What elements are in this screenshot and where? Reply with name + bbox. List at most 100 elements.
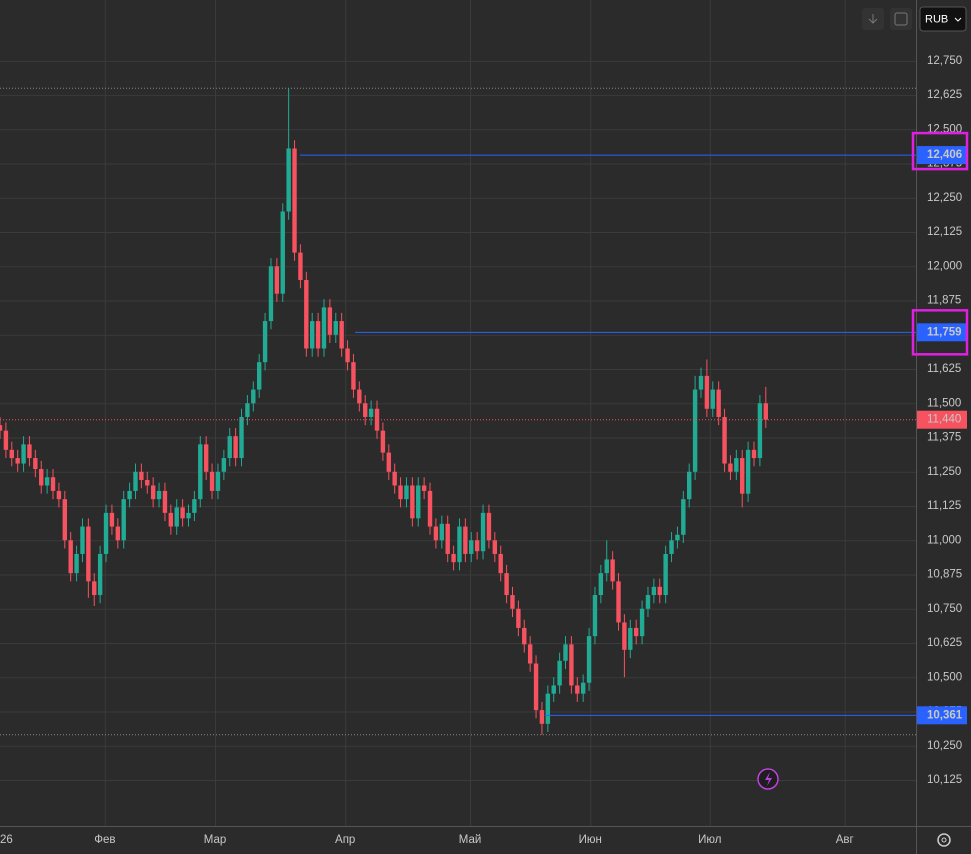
candle-body — [321, 307, 327, 349]
x-tick-label: Апр — [335, 834, 355, 846]
candle-body — [304, 279, 309, 349]
candle-body — [357, 389, 362, 404]
icon — [894, 12, 908, 26]
candle-body — [451, 553, 456, 563]
candle-body — [56, 490, 62, 500]
candle-body — [692, 389, 698, 472]
candle-body — [109, 512, 115, 527]
candle-body — [398, 485, 403, 500]
candle-body — [39, 469, 44, 486]
candle-body — [50, 477, 56, 491]
candle-body — [510, 595, 515, 609]
candle-body — [9, 449, 14, 459]
candle-body — [704, 375, 710, 409]
y-tick-label: 10,750 — [927, 603, 962, 615]
candle-body — [551, 685, 556, 694]
candle-body — [115, 526, 121, 541]
candle-body — [628, 627, 633, 650]
candle-body — [121, 499, 126, 541]
plot — [0, 88, 916, 735]
candle-body — [586, 636, 592, 683]
icon — [765, 772, 772, 786]
price-line-label: 10,361 — [927, 709, 963, 721]
candle-body — [716, 389, 721, 417]
candle-body — [728, 463, 733, 472]
candle-body — [751, 449, 757, 459]
candle-body — [533, 663, 539, 711]
candle-body — [156, 490, 162, 500]
candle-body — [139, 471, 144, 480]
highlight-box — [911, 131, 969, 171]
candle-body — [3, 430, 9, 450]
candle-body — [215, 471, 221, 491]
candle-body — [492, 540, 498, 554]
candle-body — [186, 512, 191, 519]
candle-body — [416, 485, 421, 519]
candle-body — [21, 444, 26, 464]
x-tick-label: Авг — [836, 834, 854, 846]
candle-body — [504, 573, 509, 596]
price-line-box — [917, 706, 967, 725]
y-tick-label: 12,625 — [927, 89, 962, 101]
axis-labels: 10,12510,25010,37510,50010,62510,75010,8… — [0, 55, 969, 846]
candle-body — [710, 389, 715, 409]
candle-body — [386, 452, 391, 472]
candle-body — [474, 540, 480, 552]
candle-body — [280, 211, 285, 294]
candle-body — [404, 485, 409, 500]
candle-body — [480, 512, 486, 552]
candle-body — [62, 499, 67, 541]
y-tick-label: 11,125 — [927, 500, 961, 512]
candle-body — [127, 490, 132, 500]
candle-body — [209, 471, 215, 491]
price-line-label: 12,406 — [927, 149, 962, 161]
y-tick-label: 12,000 — [927, 260, 962, 272]
candle-body — [103, 512, 109, 554]
candle-body — [498, 553, 503, 574]
candle-body — [251, 389, 256, 404]
candle-body — [33, 458, 38, 470]
candle-body — [539, 710, 545, 724]
currency-label: RUB — [925, 13, 948, 25]
candle-body — [580, 682, 586, 694]
candle-body — [339, 321, 344, 349]
candle-body — [345, 348, 350, 363]
icon — [868, 14, 878, 24]
y-tick-label: 11,875 — [927, 295, 961, 307]
y-tick-label: 10,250 — [927, 740, 962, 752]
candle-body — [463, 526, 468, 554]
candle-body — [722, 416, 727, 464]
candle-body — [439, 523, 445, 541]
candle-body — [675, 534, 680, 541]
candle-body — [68, 540, 73, 574]
candle-body — [486, 512, 492, 541]
x-tick-label: Июл — [698, 834, 721, 846]
lightning-button[interactable] — [757, 768, 779, 790]
candle-body — [80, 526, 85, 554]
candle-body — [740, 458, 745, 494]
currency-select[interactable] — [919, 6, 967, 32]
candle-body — [445, 523, 450, 554]
settings-button[interactable] — [937, 833, 951, 847]
candle-body — [44, 477, 50, 486]
candle-body — [698, 375, 704, 390]
candle-body — [150, 485, 156, 500]
y-tick-label: 12,250 — [927, 192, 962, 204]
fullscreen-button[interactable] — [890, 8, 912, 30]
candle-body — [192, 499, 197, 513]
candle-body — [97, 553, 103, 596]
candle-body — [203, 444, 209, 472]
y-tick-label: 11,625 — [927, 363, 961, 375]
candle-body — [74, 553, 79, 574]
candle-body — [663, 553, 668, 596]
candle-body — [327, 307, 333, 335]
candle-body — [433, 526, 439, 541]
candle-body — [286, 148, 291, 212]
candle-body — [392, 471, 397, 486]
candle-body — [310, 321, 315, 349]
candle-body — [27, 444, 32, 459]
price-line-box — [917, 323, 967, 342]
candle-body — [274, 266, 280, 294]
y-tick-label: 11,375 — [927, 432, 961, 444]
